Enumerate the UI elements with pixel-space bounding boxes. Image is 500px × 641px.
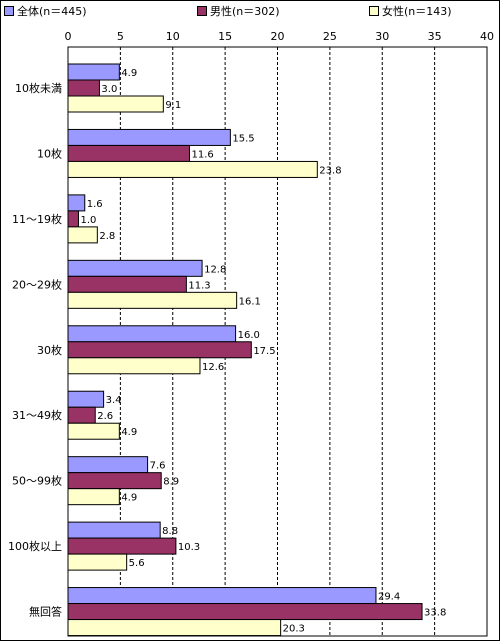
bar — [67, 422, 120, 440]
data-label: 16.1 — [239, 296, 261, 307]
x-tick-label: 30 — [375, 30, 389, 43]
data-label: 4.9 — [121, 68, 137, 79]
bar — [67, 390, 105, 408]
legend-item-total: 全体(n＝445) — [4, 4, 87, 18]
bar — [67, 619, 282, 637]
legend-label-male: 男性(n＝302) — [210, 5, 280, 18]
category-label: 30枚 — [37, 343, 62, 357]
data-label: 1.6 — [87, 199, 103, 210]
bar — [67, 194, 86, 212]
x-tick-label: 15 — [218, 30, 232, 43]
bar — [67, 128, 231, 146]
x-tick-label: 10 — [166, 30, 180, 43]
legend: 全体(n＝445) 男性(n＝302) 女性(n＝143) — [0, 0, 500, 22]
data-label: 16.0 — [238, 330, 260, 341]
bar — [67, 357, 201, 375]
data-label: 8.9 — [163, 477, 179, 488]
data-label: 23.8 — [319, 165, 341, 176]
data-label: 20.3 — [283, 624, 305, 635]
category-label: 10枚未満 — [15, 81, 62, 95]
category-label: 10枚 — [37, 146, 62, 160]
category-label: 31～49枚 — [12, 408, 62, 422]
category-label: 20～29枚 — [12, 277, 62, 291]
bar — [67, 488, 120, 506]
legend-label-total: 全体(n＝445) — [17, 5, 87, 18]
data-label: 3.0 — [101, 84, 117, 95]
data-label: 4.9 — [121, 493, 137, 504]
x-tick-label: 35 — [428, 30, 442, 43]
data-label: 12.6 — [202, 362, 224, 373]
bar — [67, 259, 203, 277]
legend-label-female: 女性(n＝143) — [382, 5, 452, 18]
bar — [67, 291, 238, 309]
bar — [67, 456, 149, 474]
bar — [67, 160, 318, 178]
bar — [67, 95, 164, 113]
category-label: 50～99枚 — [12, 474, 62, 488]
bar — [67, 537, 177, 555]
x-tick-label: 40 — [480, 30, 494, 43]
bar — [67, 472, 162, 490]
bar — [67, 341, 252, 359]
data-label: 2.6 — [97, 411, 113, 422]
data-label: 12.8 — [204, 264, 226, 275]
data-label: 11.6 — [192, 149, 214, 160]
category-label: 無回答 — [29, 605, 62, 619]
data-label: 17.5 — [253, 346, 275, 357]
x-tick-label: 20 — [271, 30, 285, 43]
data-label: 2.8 — [99, 231, 115, 242]
data-label: 15.5 — [232, 133, 254, 144]
bar — [67, 325, 237, 343]
x-tick-label: 5 — [117, 30, 124, 43]
x-tick-label: 0 — [65, 30, 72, 43]
bar — [67, 553, 128, 571]
category-label: 100枚以上 — [8, 539, 62, 553]
legend-swatch-female — [369, 6, 379, 16]
data-label: 3.4 — [106, 395, 122, 406]
legend-swatch-total — [4, 6, 14, 16]
legend-item-male: 男性(n＝302) — [197, 4, 280, 18]
data-label: 11.3 — [188, 280, 210, 291]
bar — [67, 406, 96, 424]
bar — [67, 587, 377, 605]
data-label: 7.6 — [150, 461, 166, 472]
bar — [67, 210, 79, 228]
data-label: 4.9 — [121, 427, 137, 438]
legend-swatch-male — [197, 6, 207, 16]
data-label: 8.8 — [162, 526, 178, 537]
bar — [67, 144, 191, 162]
x-tick-label: 25 — [323, 30, 337, 43]
data-label: 29.4 — [378, 592, 400, 603]
data-label: 10.3 — [178, 542, 200, 553]
bar — [67, 275, 187, 293]
bar — [67, 521, 161, 539]
bar — [67, 79, 100, 97]
data-label: 9.1 — [165, 100, 181, 111]
bar — [67, 226, 98, 244]
data-label: 5.6 — [129, 558, 145, 569]
data-label: 33.8 — [424, 608, 446, 619]
bar — [67, 603, 423, 621]
bar — [67, 63, 120, 81]
data-label: 1.0 — [80, 215, 96, 226]
legend-item-female: 女性(n＝143) — [369, 4, 452, 18]
category-label: 11～19枚 — [12, 212, 62, 226]
